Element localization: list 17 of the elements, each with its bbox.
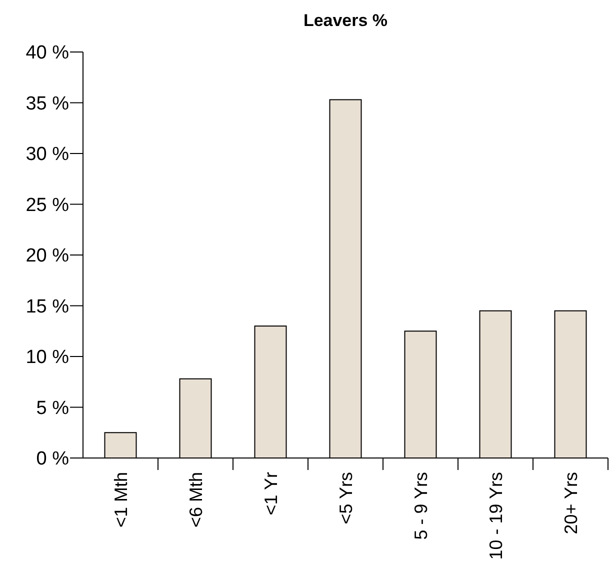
x-tick-label: 20+ Yrs — [560, 472, 581, 534]
x-tick-label: <1 Yr — [260, 472, 281, 516]
y-tick-label: 40 % — [26, 42, 70, 64]
y-tick-label: 0 % — [36, 448, 70, 470]
chart-title: Leavers % — [303, 11, 388, 30]
y-tick-label: 20 % — [26, 246, 70, 267]
y-tick-label: 10 % — [26, 347, 70, 368]
x-tick-label: <1 Mth — [110, 472, 131, 528]
y-tick-label: 35 % — [26, 93, 70, 114]
x-tick-label: <6 Mth — [186, 472, 206, 528]
x-tick-label: <5 Yrs — [336, 472, 356, 524]
x-tick-label: 10 - 19 Yrs — [486, 472, 506, 560]
y-tick-label: 5 % — [36, 398, 70, 419]
y-tick-label: 15 % — [26, 296, 70, 318]
y-tick-label: 30 % — [26, 144, 70, 166]
y-tick-label: 25 % — [26, 194, 70, 216]
x-tick-label: 5 - 9 Yrs — [410, 472, 431, 540]
